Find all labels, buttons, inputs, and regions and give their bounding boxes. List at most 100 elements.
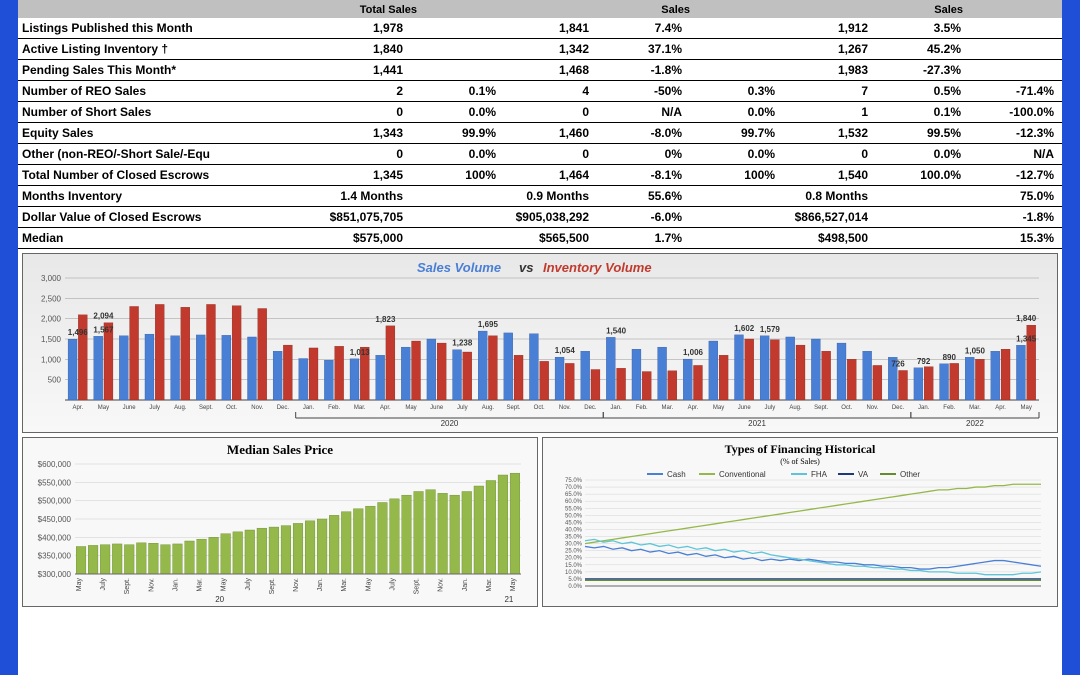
cell (690, 63, 783, 77)
cell: 0.0% (690, 105, 783, 119)
row-label: Active Listing Inventory † (18, 42, 318, 56)
cell: 1,983 (783, 63, 876, 77)
svg-text:Aug.: Aug. (482, 405, 495, 411)
svg-text:Jan.: Jan. (610, 405, 622, 411)
median-price-chart: Median Sales Price $300,000$350,000$400,… (22, 437, 538, 607)
cell: -6.0% (597, 210, 690, 224)
chart3-title: Types of Financing Historical (547, 442, 1053, 457)
svg-text:$450,000: $450,000 (38, 515, 72, 524)
table-row: Other (non-REO/-Short Sale/-Equ00.0%00%0… (18, 144, 1062, 165)
svg-text:15.0%: 15.0% (565, 563, 583, 569)
cell: 0 (504, 147, 597, 161)
svg-text:2020: 2020 (441, 419, 459, 428)
cell: -8.1% (597, 168, 690, 182)
svg-text:Apr.: Apr. (72, 405, 83, 411)
cell (690, 231, 783, 245)
cell: 0.1% (411, 84, 504, 98)
cell: 7 (783, 84, 876, 98)
svg-text:$550,000: $550,000 (38, 478, 72, 487)
svg-text:Aug.: Aug. (789, 405, 802, 411)
cell (690, 210, 783, 224)
cell: -1.8% (969, 210, 1062, 224)
svg-text:1,579: 1,579 (760, 325, 781, 334)
table-row: Equity Sales1,34399.9%1,460-8.0%99.7%1,5… (18, 123, 1062, 144)
cell (411, 189, 504, 203)
cell: 0.0% (411, 147, 504, 161)
cell (411, 21, 504, 35)
svg-text:1,013: 1,013 (350, 348, 371, 357)
svg-text:500: 500 (48, 376, 62, 385)
svg-text:Mar.: Mar. (969, 405, 981, 411)
financing-chart: Types of Financing Historical (% of Sale… (542, 437, 1058, 607)
svg-text:40.0%: 40.0% (565, 527, 583, 533)
svg-text:50.0%: 50.0% (565, 513, 583, 519)
svg-text:May: May (76, 578, 83, 592)
svg-text:1,496: 1,496 (68, 328, 89, 337)
cell: 45.2% (876, 42, 969, 56)
svg-text:$350,000: $350,000 (38, 552, 72, 561)
svg-text:Mar.: Mar. (197, 578, 204, 592)
svg-text:1,540: 1,540 (606, 326, 627, 335)
svg-text:Dec.: Dec. (584, 405, 597, 411)
svg-text:Jan.: Jan. (303, 405, 315, 411)
svg-text:Mar.: Mar. (341, 578, 348, 592)
svg-text:Feb.: Feb. (943, 405, 955, 411)
chart3-subtitle: (% of Sales) (547, 457, 1053, 466)
svg-text:Feb.: Feb. (328, 405, 340, 411)
svg-text:Dec.: Dec. (892, 405, 905, 411)
row-label: Total Number of Closed Escrows (18, 168, 318, 182)
svg-text:June: June (738, 405, 752, 411)
table-row: Number of Short Sales00.0%0N/A0.0%10.1%-… (18, 102, 1062, 123)
svg-text:May: May (98, 405, 109, 411)
col-sales-2: Sales (872, 4, 963, 16)
cell: N/A (597, 105, 690, 119)
cell: 1,342 (504, 42, 597, 56)
cell (690, 189, 783, 203)
cell: $498,500 (783, 231, 876, 245)
cell: 99.9% (411, 126, 504, 140)
svg-text:Sept.: Sept. (507, 405, 521, 411)
cell: 0.9 Months (504, 189, 597, 203)
cell: 1,345 (318, 168, 411, 182)
stats-header: Total Sales Sales Sales (18, 0, 1062, 18)
svg-text:1,602: 1,602 (734, 324, 755, 333)
svg-text:Apr.: Apr. (688, 405, 699, 411)
cell: 0 (318, 105, 411, 119)
cell: 1,441 (318, 63, 411, 77)
col-sales-1: Sales (599, 4, 690, 16)
svg-text:1,695: 1,695 (478, 320, 499, 329)
header-label (26, 4, 326, 16)
cell (969, 42, 1062, 56)
cell (411, 63, 504, 77)
report-panel: Total Sales Sales Sales Listings Publish… (18, 0, 1062, 675)
cell: -8.0% (597, 126, 690, 140)
svg-text:75.0%: 75.0% (565, 478, 583, 484)
cell: 1,532 (783, 126, 876, 140)
cell: -27.3% (876, 63, 969, 77)
svg-text:Other: Other (900, 470, 920, 479)
svg-text:1,006: 1,006 (683, 348, 704, 357)
svg-text:2,000: 2,000 (41, 315, 62, 324)
svg-text:2021: 2021 (748, 419, 766, 428)
cell: 100% (411, 168, 504, 182)
cell: 0.5% (876, 84, 969, 98)
cell (876, 231, 969, 245)
cell: -1.8% (597, 63, 690, 77)
cell: 55.6% (597, 189, 690, 203)
svg-text:Feb.: Feb. (636, 405, 648, 411)
svg-text:Apr.: Apr. (380, 405, 391, 411)
svg-text:35.0%: 35.0% (565, 535, 583, 541)
cell: 1,540 (783, 168, 876, 182)
svg-text:Jan.: Jan. (918, 405, 930, 411)
svg-text:65.0%: 65.0% (565, 492, 583, 498)
svg-text:Oct.: Oct. (226, 405, 237, 411)
cell: 3.5% (876, 21, 969, 35)
svg-text:Jan.: Jan. (462, 578, 469, 591)
table-row: Active Listing Inventory †1,8401,34237.1… (18, 39, 1062, 60)
charts-area: Sales VolumevsInventory Volume5001,0001,… (18, 249, 1062, 611)
svg-text:July: July (389, 578, 396, 591)
table-row: Total Number of Closed Escrows1,345100% 1… (18, 165, 1062, 186)
svg-text:Aug.: Aug. (174, 405, 187, 411)
svg-text:5.0%: 5.0% (568, 577, 582, 583)
svg-text:1,000: 1,000 (41, 355, 62, 364)
